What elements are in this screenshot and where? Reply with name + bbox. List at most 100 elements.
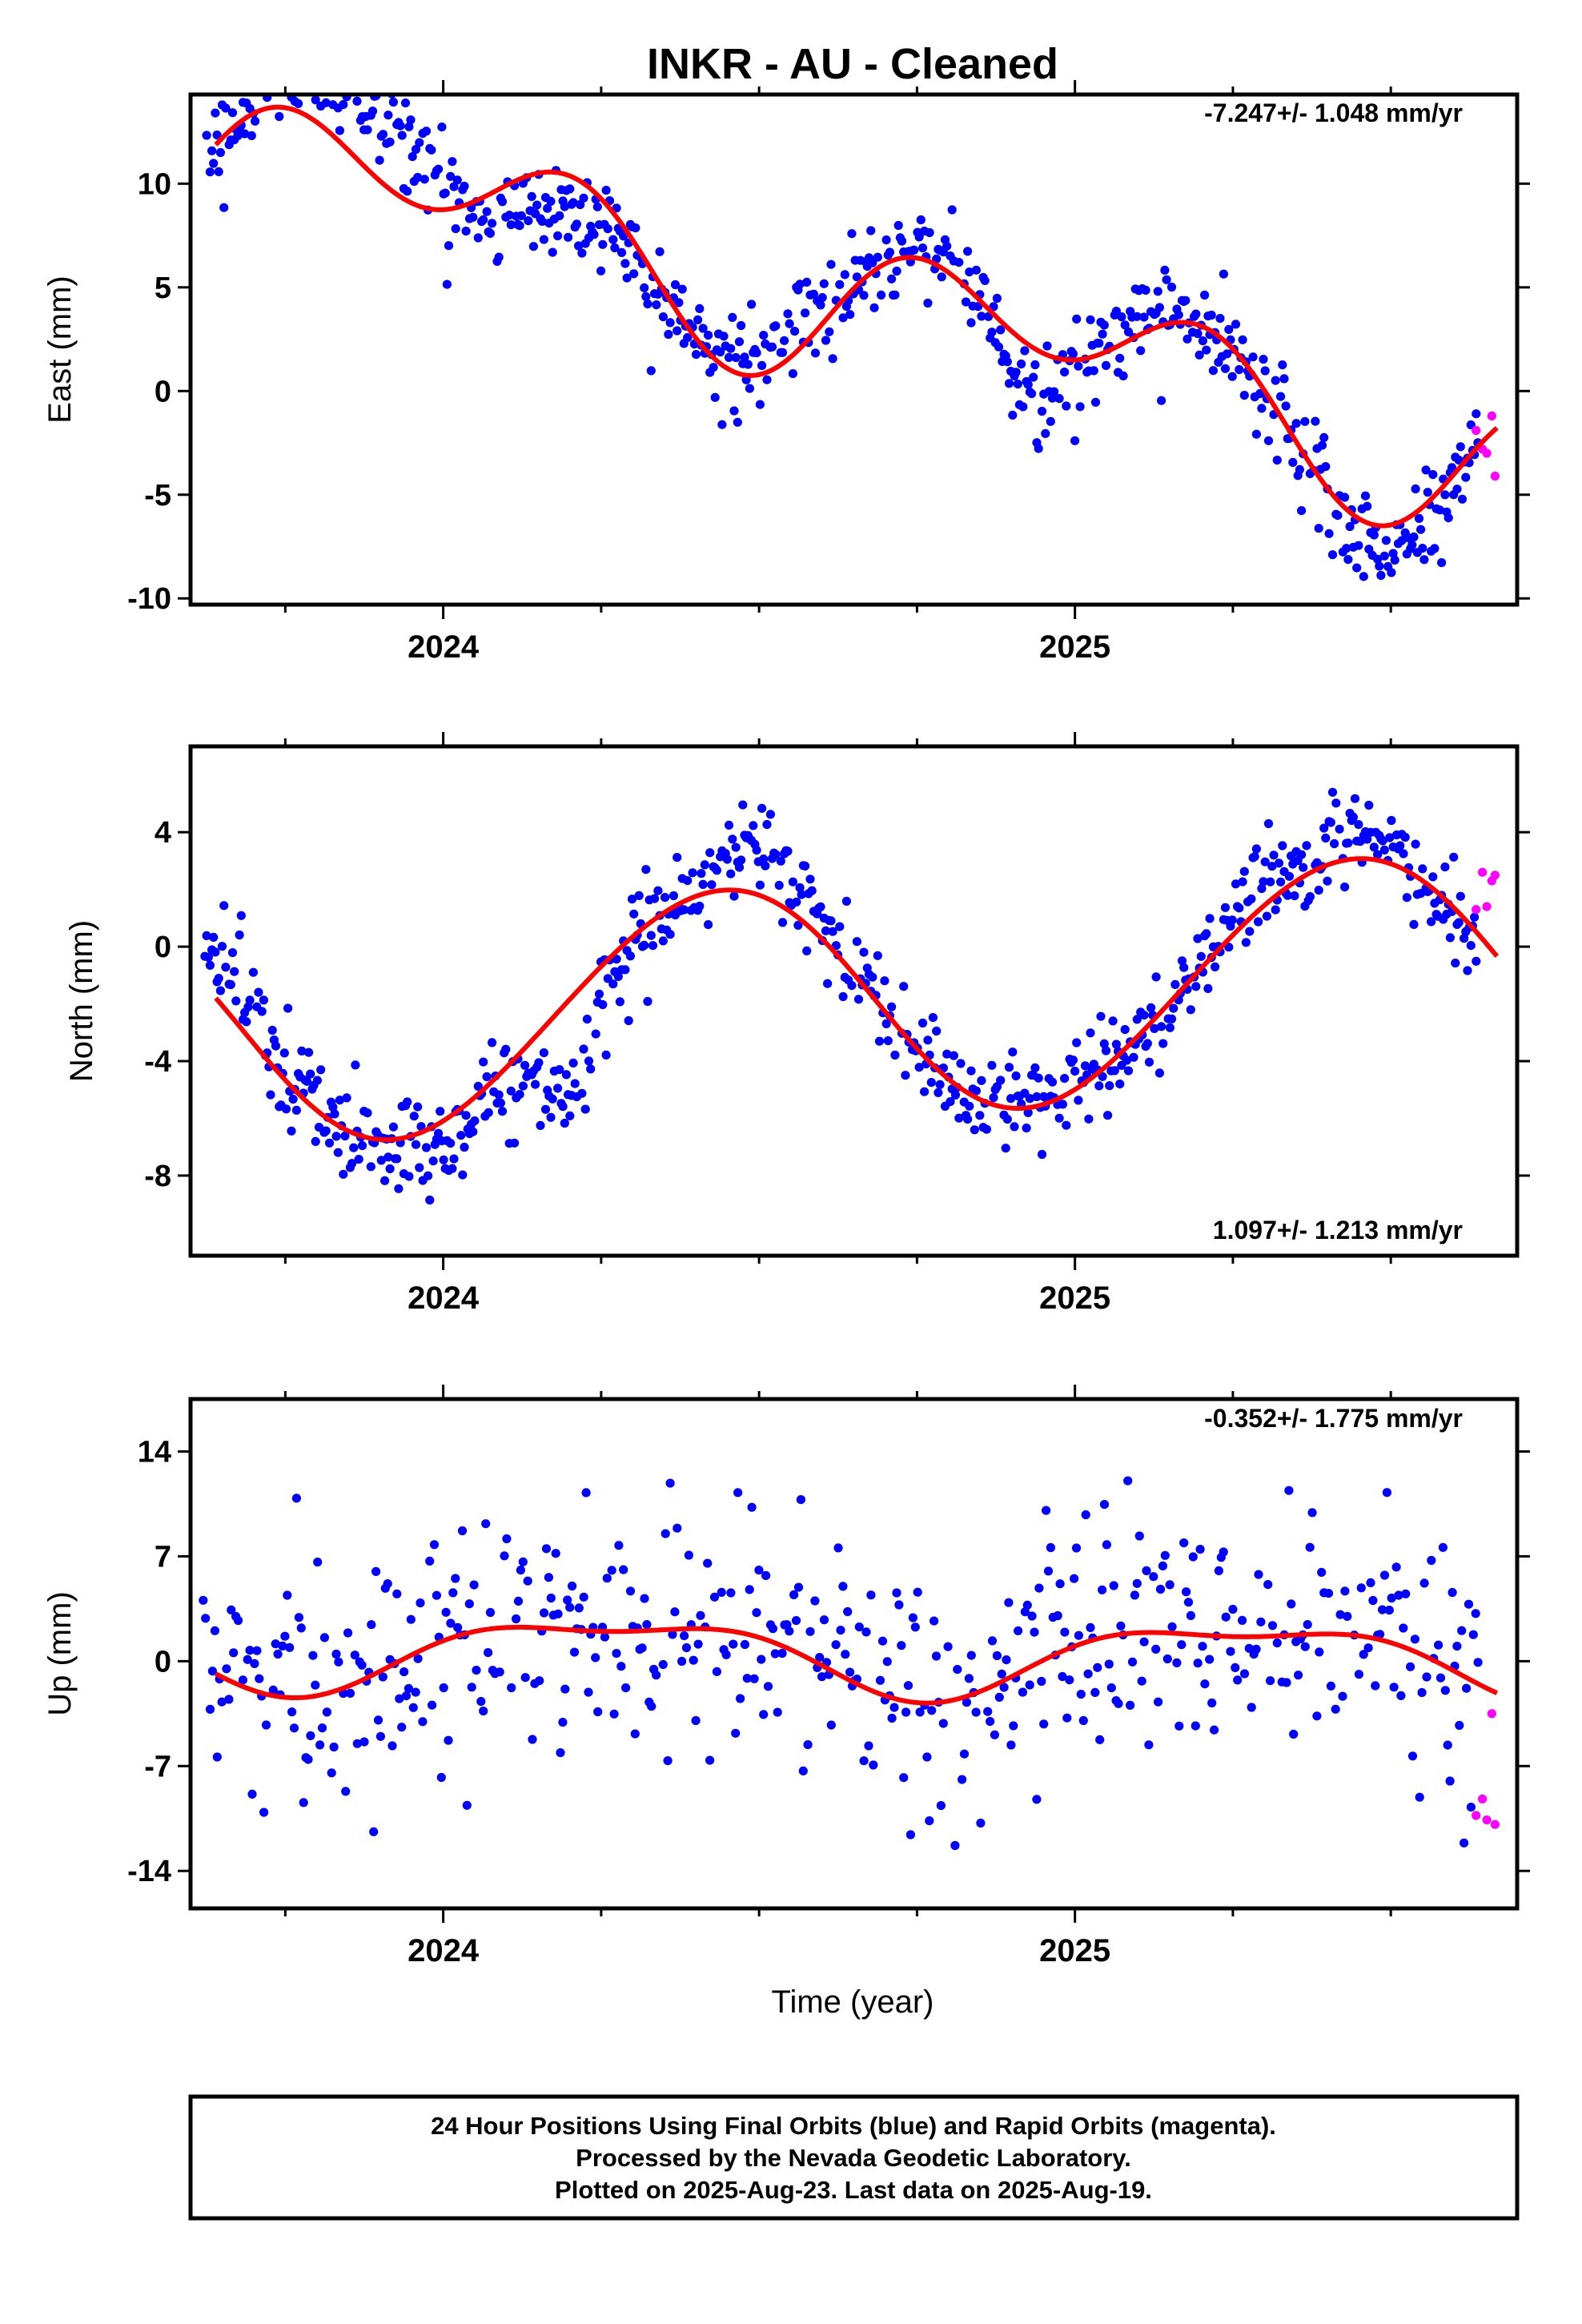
- north-final-point: [653, 886, 663, 895]
- up-final-point: [1387, 1593, 1396, 1603]
- north-final-point: [650, 894, 660, 903]
- up-final-point: [1098, 1585, 1107, 1594]
- up-final-point: [999, 1683, 1009, 1692]
- north-final-point: [349, 1143, 359, 1152]
- east-final-point: [866, 226, 876, 235]
- north-final-point: [887, 1002, 897, 1011]
- north-final-point: [705, 848, 715, 858]
- east-final-point: [1343, 555, 1353, 565]
- up-final-point: [689, 1655, 698, 1665]
- east-final-point: [221, 103, 231, 113]
- east-final-point: [691, 350, 701, 360]
- up-final-point: [1254, 1570, 1263, 1579]
- east-final-point: [339, 99, 348, 110]
- north-final-point: [1177, 956, 1187, 966]
- north-final-point: [629, 909, 639, 919]
- up-final-point: [953, 1665, 962, 1675]
- up-final-point: [749, 1674, 759, 1683]
- north-final-point: [1108, 1016, 1118, 1026]
- north-final-point: [1165, 1023, 1174, 1032]
- north-final-point: [923, 1035, 933, 1045]
- north-final-point: [385, 1164, 395, 1174]
- north-final-point: [1154, 1068, 1164, 1078]
- east-final-point: [1223, 349, 1232, 359]
- north-final-point: [565, 1111, 575, 1120]
- up-final-point: [1158, 1561, 1167, 1570]
- north-final-point: [383, 1152, 393, 1162]
- east-final-point: [1215, 314, 1225, 324]
- east-final-point: [1166, 282, 1177, 292]
- north-final-point: [950, 1090, 961, 1100]
- up-final-point: [359, 1737, 369, 1747]
- up-final-point: [652, 1671, 661, 1680]
- north-final-point: [771, 850, 781, 859]
- up-final-point: [1042, 1506, 1051, 1515]
- north-final-point: [899, 982, 909, 991]
- north-final-point: [470, 1116, 480, 1126]
- north-final-point: [1340, 883, 1350, 892]
- east-final-point: [652, 300, 661, 310]
- up-final-point: [568, 1581, 577, 1591]
- north-final-point: [1402, 893, 1411, 903]
- north-final-point: [515, 1090, 524, 1100]
- up-final-point: [401, 1691, 412, 1701]
- up-final-point: [1326, 1681, 1335, 1691]
- up-final-point: [1406, 1662, 1415, 1671]
- east-final-point: [332, 66, 341, 74]
- north-final-point: [963, 1115, 973, 1124]
- up-final-point: [1382, 1488, 1391, 1498]
- north-final-point: [755, 880, 765, 890]
- north-final-point: [221, 963, 231, 972]
- east-final-point: [227, 108, 238, 118]
- up-final-point: [252, 1646, 262, 1655]
- east-final-point: [202, 131, 211, 140]
- up-final-point: [1460, 1838, 1469, 1848]
- north-final-point: [279, 1048, 289, 1058]
- up-final-point: [705, 1755, 715, 1765]
- east-final-point: [1141, 285, 1150, 295]
- up-final-point: [1399, 1623, 1408, 1633]
- north-final-point: [1023, 1108, 1033, 1117]
- east-final-point: [1174, 310, 1183, 320]
- east-final-point: [677, 284, 687, 294]
- east-final-point: [488, 219, 497, 228]
- north-final-point: [568, 1058, 578, 1068]
- north-final-point: [1011, 1071, 1021, 1081]
- north-final-point: [1379, 845, 1389, 854]
- up-final-point: [670, 1607, 680, 1617]
- north-y-axis-label: North (mm): [64, 920, 99, 1082]
- north-final-point: [287, 1126, 296, 1136]
- east-final-point: [1207, 310, 1216, 320]
- up-final-point: [224, 1695, 234, 1704]
- up-final-point: [877, 1636, 888, 1646]
- up-final-point: [544, 1573, 554, 1582]
- north-final-point: [707, 880, 717, 890]
- up-final-point: [1338, 1691, 1347, 1701]
- up-model-curve: [215, 1624, 1499, 1706]
- east-final-point: [1011, 368, 1021, 377]
- north-final-point: [777, 918, 788, 927]
- north-final-point: [1105, 1081, 1114, 1091]
- up-final-point: [607, 1566, 616, 1575]
- north-final-point: [1034, 1073, 1043, 1083]
- up-final-point: [1191, 1721, 1200, 1731]
- north-final-point: [816, 902, 825, 911]
- up-final-point: [1434, 1640, 1443, 1650]
- up-final-point: [625, 1586, 636, 1596]
- east-final-point: [788, 369, 798, 379]
- north-final-point: [1454, 918, 1464, 927]
- up-final-point: [457, 1526, 468, 1536]
- up-final-point: [819, 1615, 829, 1625]
- north-final-point: [534, 1058, 544, 1068]
- north-rapid-point: [1482, 902, 1492, 911]
- north-final-point: [1269, 850, 1279, 860]
- east-final-point: [640, 283, 649, 292]
- east-final-point: [397, 131, 407, 140]
- up-final-point: [927, 1706, 937, 1715]
- up-final-point: [1247, 1703, 1256, 1712]
- east-final-point: [388, 97, 398, 107]
- up-final-point: [1114, 1699, 1123, 1708]
- up-final-point: [1440, 1686, 1450, 1695]
- north-rapid-point: [1472, 905, 1481, 915]
- north-final-point: [424, 1171, 433, 1180]
